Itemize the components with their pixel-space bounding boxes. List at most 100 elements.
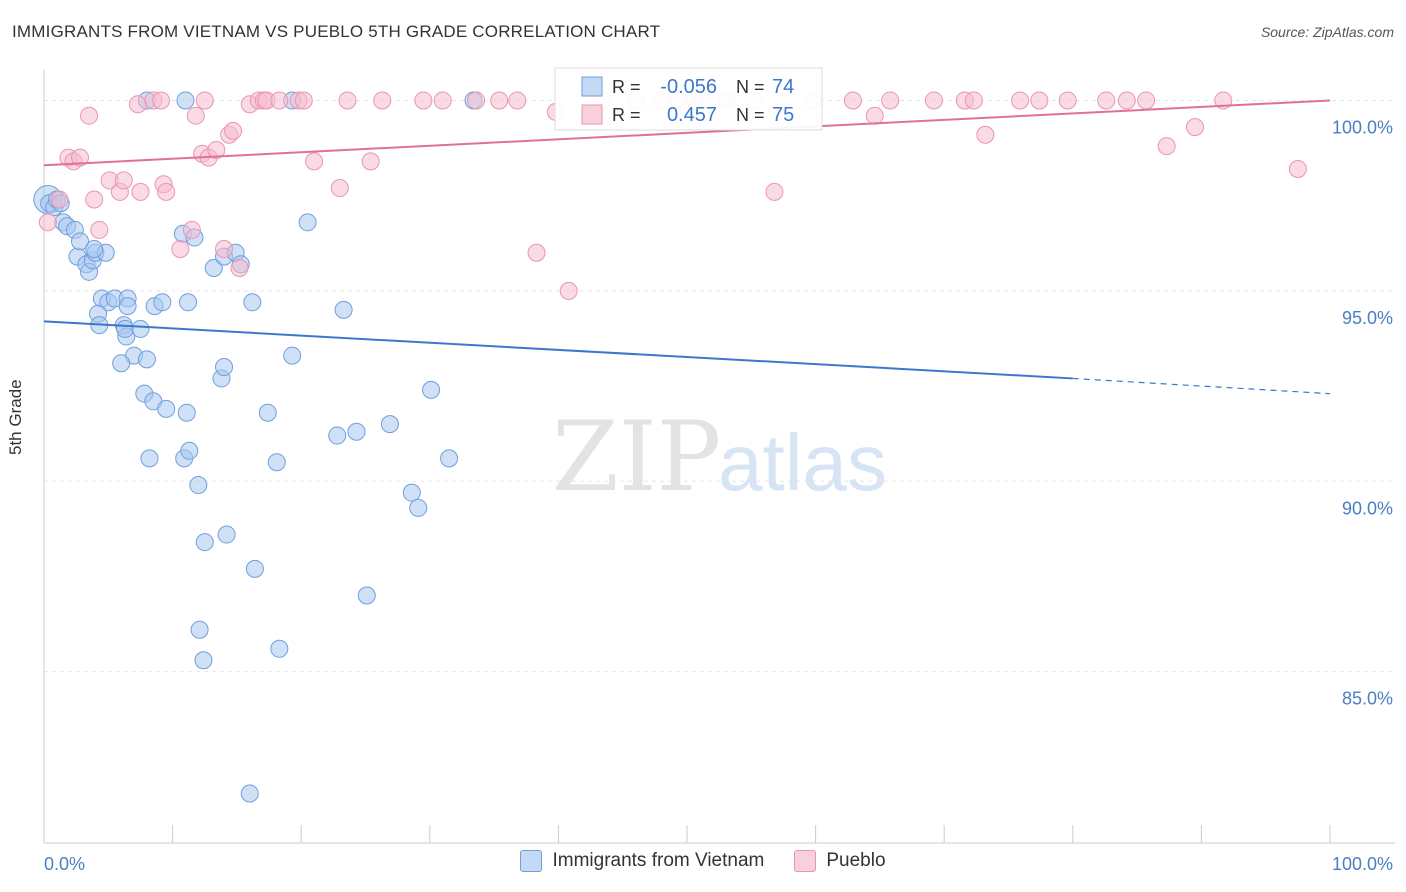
data-point-pueblo — [90, 220, 109, 239]
data-point-pueblo — [1288, 160, 1307, 179]
y-tick-label: 90.0% — [1342, 498, 1393, 518]
data-point-pueblo — [50, 190, 69, 209]
data-point-vietnam — [328, 426, 347, 445]
data-point-pueblo — [765, 182, 784, 201]
data-point-pueblo — [338, 91, 357, 110]
data-point-vietnam — [240, 784, 259, 803]
stats-n-value-pueblo: 75 — [772, 104, 794, 126]
watermark: ZIP atlas — [552, 401, 887, 513]
watermark-zip: ZIP — [552, 401, 721, 513]
data-point-pueblo — [559, 281, 578, 300]
data-point-pueblo — [131, 182, 150, 201]
data-point-vietnam — [112, 354, 131, 373]
stats-r-value-vietnam: -0.056 — [660, 76, 717, 98]
data-point-pueblo — [38, 213, 57, 232]
data-point-pueblo — [1097, 91, 1116, 110]
data-point-vietnam — [422, 380, 441, 399]
data-point-pueblo — [467, 91, 486, 110]
data-point-pueblo — [152, 91, 171, 110]
watermark-atlas: atlas — [718, 418, 887, 507]
stats-r-label-vietnam: R = — [612, 77, 641, 97]
data-point-pueblo — [294, 91, 313, 110]
data-point-vietnam — [157, 399, 176, 418]
data-point-pueblo — [433, 91, 452, 110]
data-point-vietnam — [347, 422, 366, 441]
data-point-pueblo — [843, 91, 862, 110]
legend-swatch-vietnam — [520, 850, 543, 872]
data-point-pueblo — [1137, 91, 1156, 110]
stats-n-value-vietnam: 74 — [772, 76, 794, 98]
legend-item-pueblo[interactable]: Pueblo — [794, 850, 886, 872]
data-point-pueblo — [373, 91, 392, 110]
data-point-vietnam — [440, 449, 459, 468]
data-point-pueblo — [195, 91, 214, 110]
stats-swatch-pueblo — [581, 104, 603, 125]
data-point-vietnam — [118, 297, 137, 316]
stats-r-label-pueblo: R = — [612, 105, 641, 125]
data-point-pueblo — [157, 182, 176, 201]
data-point-vietnam — [334, 300, 353, 319]
data-point-pueblo — [1157, 137, 1176, 156]
data-point-vietnam — [116, 319, 135, 338]
x-tick-label: 100.0% — [1332, 854, 1393, 874]
legend-item-vietnam[interactable]: Immigrants from Vietnam — [520, 850, 764, 872]
data-point-vietnam — [402, 483, 421, 502]
data-point-vietnam — [140, 449, 159, 468]
data-point-vietnam — [409, 498, 428, 517]
data-point-vietnam — [131, 319, 150, 338]
data-point-pueblo — [490, 91, 509, 110]
legend: Immigrants from Vietnam Pueblo — [0, 850, 1406, 872]
data-point-pueblo — [71, 148, 90, 167]
data-point-pueblo — [865, 106, 884, 125]
trend-lines — [43, 99, 1331, 395]
y-tick-label: 85.0% — [1342, 689, 1393, 709]
data-point-vietnam — [245, 559, 264, 578]
data-point-vietnam — [204, 259, 223, 278]
data-point-pueblo — [270, 91, 289, 110]
x-tick-label: 0.0% — [44, 854, 85, 874]
data-point-vietnam — [380, 415, 399, 434]
data-point-vietnam — [194, 651, 213, 670]
legend-label-vietnam: Immigrants from Vietnam — [552, 850, 765, 871]
data-point-pueblo — [224, 121, 243, 140]
trend-line-vietnam-extension — [1072, 377, 1331, 395]
data-point-pueblo — [171, 239, 190, 258]
data-point-pueblo — [1185, 118, 1204, 137]
data-point-vietnam — [177, 403, 196, 422]
data-point-vietnam — [85, 239, 104, 258]
trend-line-vietnam — [43, 320, 1073, 380]
data-point-vietnam — [215, 358, 234, 377]
source-label: Source: ZipAtlas.com — [1260, 24, 1394, 40]
grid-lines — [44, 99, 1395, 673]
data-point-pueblo — [924, 91, 943, 110]
data-point-pueblo — [964, 91, 983, 110]
data-point-vietnam — [176, 91, 195, 110]
data-point-pueblo — [508, 91, 527, 110]
data-point-pueblo — [527, 243, 546, 262]
y-tick-label: 95.0% — [1342, 308, 1393, 328]
legend-swatch-pueblo — [794, 850, 817, 872]
data-point-vietnam — [195, 533, 214, 552]
data-point-pueblo — [1117, 91, 1136, 110]
data-point-pueblo — [414, 91, 433, 110]
chart-title: IMMIGRANTS FROM VIETNAM VS PUEBLO 5TH GR… — [12, 22, 661, 41]
data-point-vietnam — [357, 586, 376, 605]
data-point-vietnam — [179, 293, 198, 312]
data-point-vietnam — [298, 213, 317, 232]
data-point-pueblo — [1011, 91, 1030, 110]
data-point-vietnam — [190, 620, 209, 639]
stats-n-label-pueblo: N = — [736, 105, 765, 125]
y-tick-label: 100.0% — [1332, 117, 1393, 137]
data-point-pueblo — [230, 259, 249, 278]
data-point-vietnam — [180, 441, 199, 460]
data-point-pueblo — [1058, 91, 1077, 110]
legend-label-pueblo: Pueblo — [826, 850, 886, 871]
data-point-vietnam — [243, 293, 262, 312]
stats-r-value-pueblo: 0.457 — [667, 104, 717, 126]
data-point-pueblo — [881, 91, 900, 110]
data-point-pueblo — [114, 171, 133, 190]
data-point-pueblo — [330, 179, 349, 198]
data-point-pueblo — [976, 125, 995, 144]
data-point-vietnam — [217, 525, 236, 544]
